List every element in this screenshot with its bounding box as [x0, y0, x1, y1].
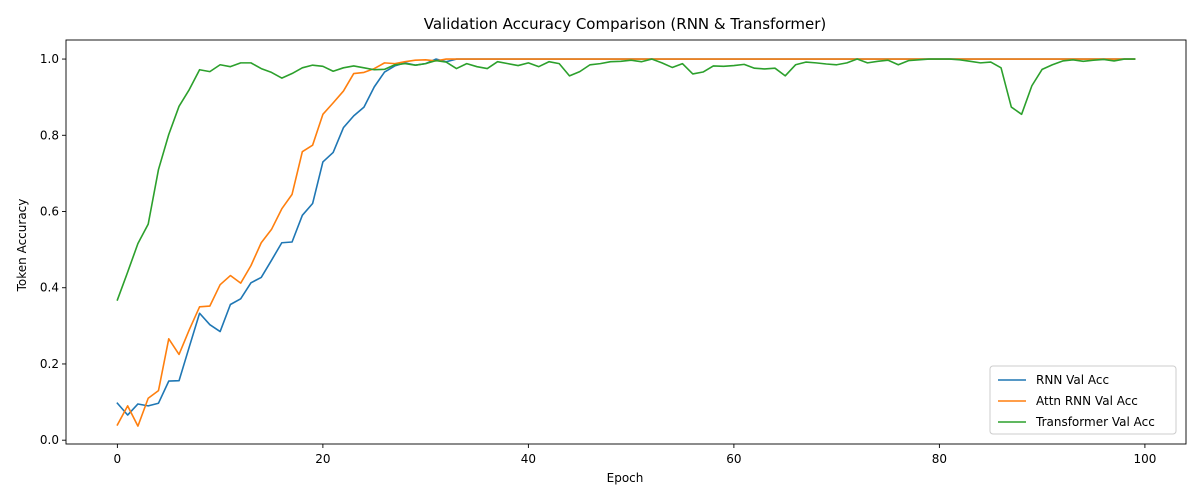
legend-label: Attn RNN Val Acc	[1036, 394, 1138, 408]
y-tick-label: 0.6	[40, 205, 59, 219]
y-tick-label: 0.2	[40, 357, 59, 371]
x-tick-label: 40	[521, 452, 536, 466]
y-tick-label: 0.8	[40, 128, 59, 142]
legend-box	[989, 365, 1177, 435]
legend-label: Transformer Val Acc	[1035, 415, 1155, 429]
series-line-3	[116, 58, 1136, 301]
x-axis-label: Epoch	[607, 471, 644, 485]
x-tick-label: 0	[114, 452, 122, 466]
legend-label: RNN Val Acc	[1036, 373, 1109, 387]
legend: RNN Val Acc Attn RNN Val Acc Transformer V…	[989, 365, 1177, 435]
x-tick-label: 100	[1133, 452, 1156, 466]
x-tick-label: 20	[315, 452, 330, 466]
series-line-2	[116, 58, 1136, 427]
y-tick-label: 1.0	[40, 52, 59, 66]
y-tick-label: 0.0	[40, 433, 59, 447]
series-lines	[116, 58, 1136, 427]
y-tick-label: 0.4	[40, 281, 59, 295]
chart-title: Validation Accuracy Comparison (RNN & Tr…	[424, 15, 826, 33]
x-tick-label: 60	[726, 452, 741, 466]
y-axis-label: Token Accuracy	[15, 199, 29, 293]
x-tick-label: 80	[932, 452, 947, 466]
plot-area: 0 20 40 60 80 100 0.0 0.2 0.4 0.6 0.8 1.0	[40, 39, 1187, 466]
axes-frame	[65, 39, 1187, 445]
